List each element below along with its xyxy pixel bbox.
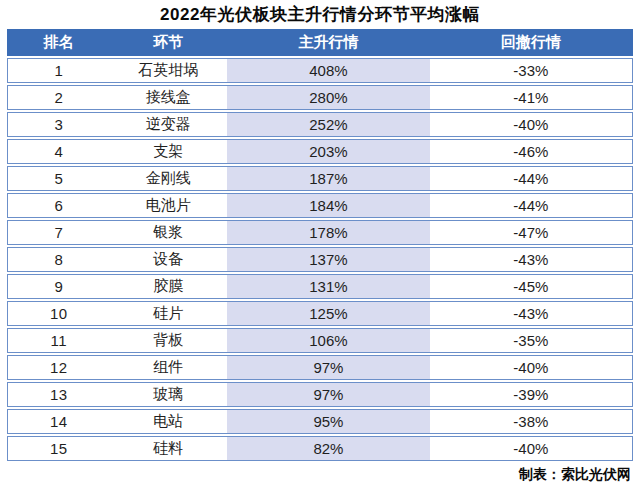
rise-value-cell: 95% (227, 410, 430, 433)
pullback-value-cell: -38% (430, 410, 632, 433)
pullback-value-cell: -40% (430, 356, 632, 379)
rise-value-cell: 280% (227, 86, 430, 109)
segment-cell: 组件 (110, 356, 227, 379)
rank-cell: 7 (8, 221, 110, 244)
rise-value-cell: 97% (227, 356, 430, 379)
column-header-rise: 主升行情 (227, 30, 430, 55)
rise-value-cell: 203% (227, 140, 430, 163)
segment-cell: 玻璃 (110, 383, 227, 406)
rank-cell: 9 (8, 275, 110, 298)
segment-cell: 接线盒 (110, 86, 227, 109)
segment-cell: 硅料 (110, 437, 227, 460)
table-row: 4支架203%-46% (7, 139, 633, 164)
column-header-pullback: 回撤行情 (430, 30, 632, 55)
table-row: 8设备137%-43% (7, 247, 633, 272)
rise-value-cell: 125% (227, 302, 430, 325)
pullback-value-cell: -43% (430, 302, 632, 325)
segment-cell: 金刚线 (110, 167, 227, 190)
segment-cell: 逆变器 (110, 113, 227, 136)
table-row: 11背板106%-35% (7, 328, 633, 353)
segment-cell: 硅片 (110, 302, 227, 325)
pullback-value-cell: -33% (430, 59, 632, 82)
rank-cell: 8 (8, 248, 110, 271)
rise-value-cell: 187% (227, 167, 430, 190)
rise-value-cell: 408% (227, 59, 430, 82)
rank-cell: 13 (8, 383, 110, 406)
table-header-row: 排名 环节 主升行情 回撤行情 (7, 29, 633, 56)
rise-value-cell: 137% (227, 248, 430, 271)
segment-cell: 设备 (110, 248, 227, 271)
pullback-value-cell: -39% (430, 383, 632, 406)
table-row: 10硅片125%-43% (7, 301, 633, 326)
segment-cell: 背板 (110, 329, 227, 352)
table-row: 14电站95%-38% (7, 409, 633, 434)
segment-cell: 胶膜 (110, 275, 227, 298)
page-title: 2022年光伏板块主升行情分环节平均涨幅 (7, 2, 633, 29)
table-row: 2接线盒280%-41% (7, 85, 633, 110)
rank-cell: 3 (8, 113, 110, 136)
rank-cell: 11 (8, 329, 110, 352)
pullback-value-cell: -44% (430, 167, 632, 190)
rank-cell: 14 (8, 410, 110, 433)
table-row: 1石英坩埚408%-33% (7, 58, 633, 83)
segment-cell: 支架 (110, 140, 227, 163)
column-header-rank: 排名 (8, 30, 110, 55)
column-header-segment: 环节 (110, 30, 227, 55)
table-row: 5金刚线187%-44% (7, 166, 633, 191)
table-row: 9胶膜131%-45% (7, 274, 633, 299)
pullback-value-cell: -44% (430, 194, 632, 217)
rise-value-cell: 82% (227, 437, 430, 460)
table-row: 7银浆178%-47% (7, 220, 633, 245)
pullback-value-cell: -46% (430, 140, 632, 163)
rank-cell: 10 (8, 302, 110, 325)
rise-value-cell: 252% (227, 113, 430, 136)
table-row: 15硅料82%-40% (7, 436, 633, 461)
rise-value-cell: 178% (227, 221, 430, 244)
rise-value-cell: 97% (227, 383, 430, 406)
segment-cell: 石英坩埚 (110, 59, 227, 82)
pullback-value-cell: -35% (430, 329, 632, 352)
segment-cell: 电站 (110, 410, 227, 433)
table-row: 3逆变器252%-40% (7, 112, 633, 137)
pullback-value-cell: -40% (430, 113, 632, 136)
table-row: 13玻璃97%-39% (7, 382, 633, 407)
rise-value-cell: 131% (227, 275, 430, 298)
rise-value-cell: 106% (227, 329, 430, 352)
rank-cell: 4 (8, 140, 110, 163)
page: 2022年光伏板块主升行情分环节平均涨幅 排名 环节 主升行情 回撤行情 1石英… (0, 0, 640, 484)
pullback-value-cell: -45% (430, 275, 632, 298)
rank-cell: 5 (8, 167, 110, 190)
pullback-value-cell: -41% (430, 86, 632, 109)
rank-cell: 2 (8, 86, 110, 109)
rank-cell: 12 (8, 356, 110, 379)
table-body: 1石英坩埚408%-33%2接线盒280%-41%3逆变器252%-40%4支架… (7, 58, 633, 461)
ranking-table: 排名 环节 主升行情 回撤行情 1石英坩埚408%-33%2接线盒280%-41… (7, 29, 633, 461)
table-row: 6电池片184%-44% (7, 193, 633, 218)
rank-cell: 1 (8, 59, 110, 82)
rise-value-cell: 184% (227, 194, 430, 217)
pullback-value-cell: -40% (430, 437, 632, 460)
pullback-value-cell: -43% (430, 248, 632, 271)
table-row: 12组件97%-40% (7, 355, 633, 380)
pullback-value-cell: -47% (430, 221, 632, 244)
segment-cell: 电池片 (110, 194, 227, 217)
rank-cell: 6 (8, 194, 110, 217)
segment-cell: 银浆 (110, 221, 227, 244)
rank-cell: 15 (8, 437, 110, 460)
credit-line: 制表：索比光伏网 (7, 461, 633, 484)
